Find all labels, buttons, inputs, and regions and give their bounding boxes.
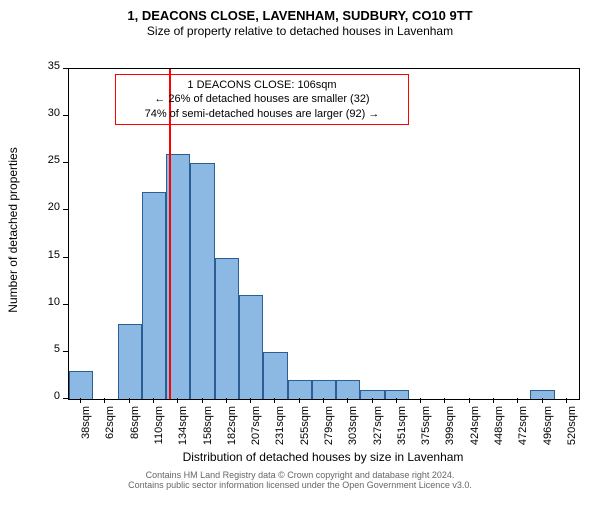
x-tick-label: 38sqm — [80, 406, 92, 456]
y-tick — [63, 351, 68, 352]
histogram-bar — [312, 380, 336, 399]
x-tick — [396, 398, 397, 403]
x-tick — [444, 398, 445, 403]
x-tick — [517, 398, 518, 403]
x-tick-label: 496sqm — [542, 406, 554, 456]
y-tick — [63, 162, 68, 163]
histogram-bar — [142, 192, 166, 399]
x-tick-label: 399sqm — [444, 406, 456, 456]
annotation-line: ← 26% of detached houses are smaller (32… — [122, 92, 402, 106]
x-tick — [177, 398, 178, 403]
x-tick-label: 231sqm — [274, 406, 286, 456]
x-tick — [202, 398, 203, 403]
x-tick-label: 86sqm — [129, 406, 141, 456]
histogram-bar — [530, 390, 554, 399]
x-tick-label: 182sqm — [226, 406, 238, 456]
x-tick — [542, 398, 543, 403]
x-tick-label: 327sqm — [372, 406, 384, 456]
y-tick-label: 0 — [38, 390, 60, 402]
x-tick — [226, 398, 227, 403]
y-tick — [63, 115, 68, 116]
x-tick — [372, 398, 373, 403]
y-tick-label: 10 — [38, 296, 60, 308]
y-tick — [63, 68, 68, 69]
y-axis-label: Number of detached properties — [6, 130, 20, 330]
x-tick-label: 472sqm — [517, 406, 529, 456]
x-tick — [469, 398, 470, 403]
histogram-bar — [288, 380, 312, 399]
x-tick-label: 62sqm — [104, 406, 116, 456]
x-tick — [420, 398, 421, 403]
x-tick-label: 158sqm — [202, 406, 214, 456]
histogram-bar — [190, 163, 214, 399]
x-tick-label: 520sqm — [566, 406, 578, 456]
annotation-line: 1 DEACONS CLOSE: 106sqm — [122, 78, 402, 92]
x-tick — [250, 398, 251, 403]
histogram-bar — [215, 258, 239, 399]
y-tick — [63, 398, 68, 399]
y-tick — [63, 209, 68, 210]
x-tick — [104, 398, 105, 403]
x-tick — [323, 398, 324, 403]
y-tick — [63, 304, 68, 305]
histogram-bar — [385, 390, 409, 399]
x-tick-label: 207sqm — [250, 406, 262, 456]
footer-line: Contains public sector information licen… — [0, 480, 600, 490]
x-tick-label: 375sqm — [420, 406, 432, 456]
y-tick-label: 35 — [38, 60, 60, 72]
histogram-bar — [69, 371, 93, 399]
histogram-bar — [263, 352, 287, 399]
y-tick-label: 30 — [38, 107, 60, 119]
y-tick-label: 25 — [38, 154, 60, 166]
footer-text: Contains HM Land Registry data © Crown c… — [0, 470, 600, 490]
chart-subtitle: Size of property relative to detached ho… — [0, 24, 600, 38]
annotation-box: 1 DEACONS CLOSE: 106sqm← 26% of detached… — [115, 74, 409, 125]
y-tick-label: 20 — [38, 201, 60, 213]
histogram-bar — [118, 324, 142, 399]
chart-title: 1, DEACONS CLOSE, LAVENHAM, SUDBURY, CO1… — [0, 8, 600, 24]
x-tick — [493, 398, 494, 403]
histogram-bar — [360, 390, 384, 399]
chart-container: { "title": "1, DEACONS CLOSE, LAVENHAM, … — [0, 8, 600, 508]
x-tick-label: 279sqm — [323, 406, 335, 456]
annotation-line: 74% of semi-detached houses are larger (… — [122, 107, 402, 121]
x-tick — [153, 398, 154, 403]
x-tick-label: 351sqm — [396, 406, 408, 456]
x-tick-label: 134sqm — [177, 406, 189, 456]
y-tick-label: 15 — [38, 249, 60, 261]
y-tick — [63, 257, 68, 258]
x-tick — [299, 398, 300, 403]
x-tick — [80, 398, 81, 403]
x-tick — [274, 398, 275, 403]
footer-line: Contains HM Land Registry data © Crown c… — [0, 470, 600, 480]
x-tick — [566, 398, 567, 403]
x-tick-label: 255sqm — [299, 406, 311, 456]
x-tick — [347, 398, 348, 403]
histogram-bar — [336, 380, 360, 399]
x-tick-label: 424sqm — [469, 406, 481, 456]
x-tick — [129, 398, 130, 403]
x-tick-label: 303sqm — [347, 406, 359, 456]
histogram-bar — [239, 295, 263, 399]
x-tick-label: 110sqm — [153, 406, 165, 456]
x-tick-label: 448sqm — [493, 406, 505, 456]
y-tick-label: 5 — [38, 343, 60, 355]
